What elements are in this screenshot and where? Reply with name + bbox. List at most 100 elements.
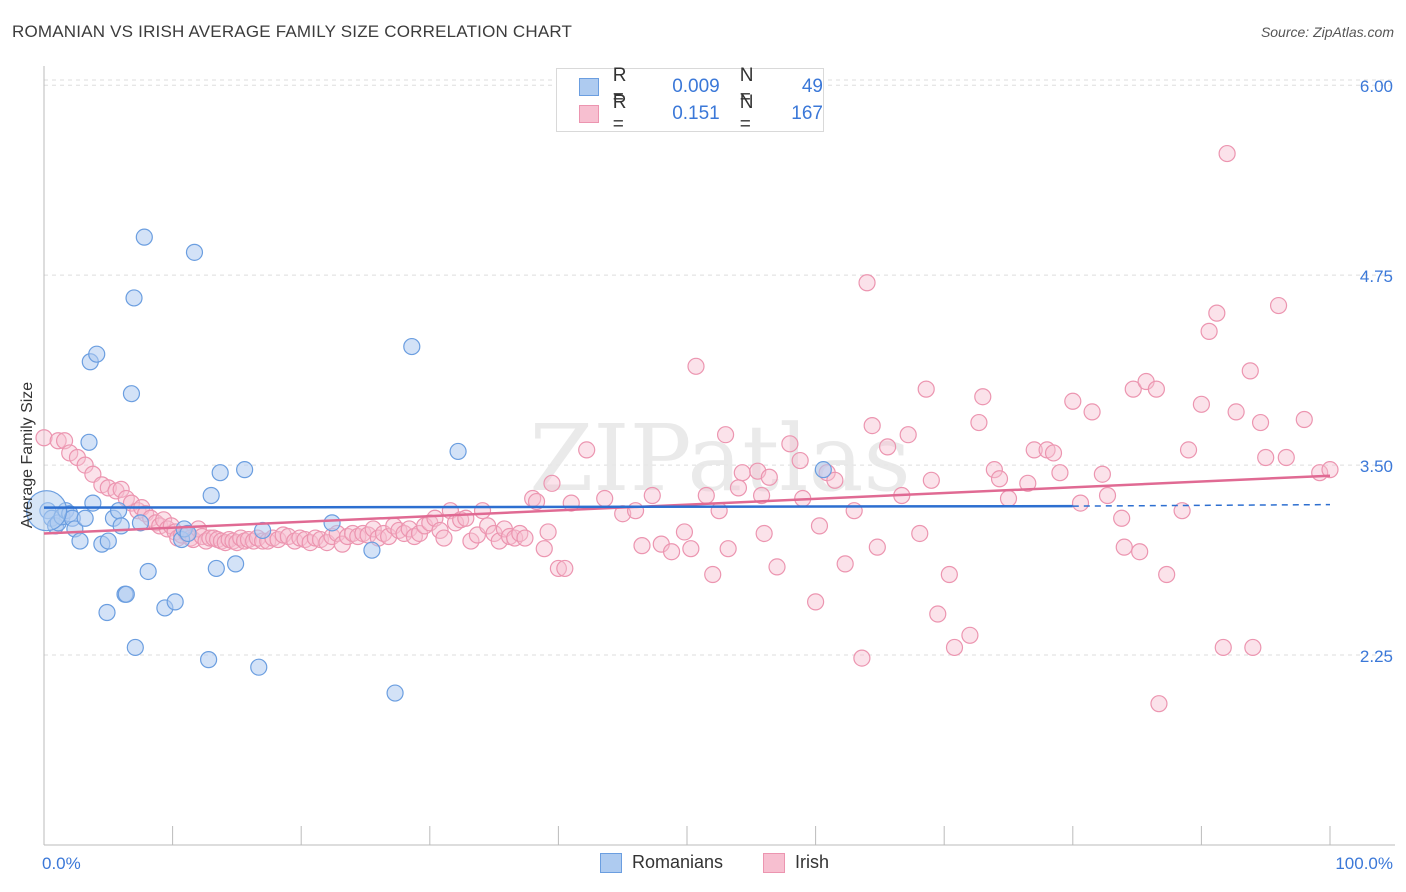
y-tick-label: 6.00	[1360, 77, 1393, 96]
irish-point	[990, 470, 1009, 488]
irish-point	[1044, 444, 1063, 462]
n-value: 167	[791, 103, 823, 124]
irish-point	[917, 380, 935, 398]
romanians-point	[236, 461, 254, 479]
romanians-point	[403, 337, 421, 356]
irish-point	[473, 502, 492, 520]
irish-point	[301, 533, 319, 552]
irish-point	[516, 529, 534, 547]
irish-point	[1124, 380, 1142, 398]
irish-point	[1131, 543, 1149, 561]
irish-point	[35, 429, 53, 447]
irish-point	[511, 524, 529, 543]
romanians-point	[166, 593, 184, 611]
romanians-point	[76, 509, 94, 527]
irish-point	[1227, 403, 1245, 421]
romanians-point	[117, 585, 135, 603]
irish-point	[752, 486, 771, 505]
irish-point	[535, 540, 553, 558]
irish-legend-swatch	[763, 852, 786, 873]
romanians-point	[25, 490, 68, 532]
romanians-trendline	[43, 504, 1073, 509]
irish-point	[729, 479, 748, 497]
irish-point	[1200, 322, 1218, 340]
n-label: N =	[739, 92, 754, 135]
irish-point	[1269, 296, 1288, 315]
romanians-point	[207, 559, 225, 578]
irish-point	[675, 523, 694, 541]
irish-point	[269, 530, 287, 549]
romanians-point	[71, 532, 89, 550]
irish-point	[836, 555, 854, 573]
irish-point	[1321, 461, 1339, 479]
irish-point	[1150, 695, 1168, 713]
irish-point	[1257, 448, 1275, 467]
irish-point	[1019, 474, 1037, 492]
r-value: 0.009	[672, 76, 720, 97]
romanians-point	[99, 532, 117, 550]
irish-point	[970, 413, 988, 432]
romanians-point	[386, 684, 404, 702]
irish-point	[868, 538, 886, 556]
romanians-point	[80, 433, 98, 451]
irish-point	[556, 559, 574, 578]
irish-point	[1098, 486, 1117, 505]
irish-point	[961, 626, 979, 644]
irish-point	[49, 432, 67, 450]
irish-point	[1208, 304, 1226, 322]
romanians-legend-swatch	[600, 852, 622, 873]
irish-point	[911, 524, 929, 543]
irish-point	[733, 464, 751, 482]
romanians-point	[135, 228, 153, 246]
irish-point	[1113, 509, 1131, 527]
romanians-swatch	[579, 78, 599, 96]
irish-swatch	[579, 105, 599, 123]
irish-point	[806, 593, 825, 611]
y-tick-label: 3.50	[1360, 457, 1393, 476]
irish-point	[1251, 413, 1270, 432]
irish-trendline	[43, 474, 1331, 535]
irish-point	[1158, 565, 1176, 584]
legend-row-romanians: R = 0.009 N = 49	[579, 65, 823, 108]
irish-point	[697, 486, 715, 505]
romanians-point	[323, 514, 341, 532]
watermark: ZIPatlas	[529, 405, 910, 512]
chart-title: ROMANIAN VS IRISH AVERAGE FAMILY SIZE CO…	[12, 22, 573, 41]
irish-point	[716, 426, 735, 444]
r-value: 0.151	[672, 103, 720, 124]
irish-point	[1241, 362, 1259, 380]
romanians-point	[449, 442, 467, 461]
source-label: Source: ZipAtlas.com	[1260, 24, 1394, 40]
irish-point	[858, 274, 876, 292]
irish-point	[845, 502, 863, 520]
irish-point	[1192, 395, 1211, 413]
legend-label-romanians: Romanians	[632, 852, 724, 872]
irish-point	[539, 523, 557, 541]
irish-point	[527, 492, 546, 511]
irish-point	[682, 540, 700, 558]
x-tick-label: 100.0%	[1335, 854, 1393, 873]
irish-point	[1025, 441, 1043, 459]
n-value: 49	[801, 76, 823, 97]
irish-point	[462, 532, 480, 550]
y-axis-label: Average Family Size	[19, 381, 36, 529]
legend-item-irish[interactable]: Irish	[763, 852, 829, 873]
irish-point	[405, 527, 423, 546]
irish-point	[922, 471, 940, 489]
irish-point	[781, 435, 799, 453]
stats-legend: R = 0.009 N = 49 R = 0.151 N = 167	[556, 65, 824, 135]
irish-point	[578, 441, 596, 459]
irish-point	[457, 509, 475, 527]
irish-point	[1147, 380, 1165, 398]
irish-point	[549, 559, 568, 578]
irish-point	[1093, 465, 1111, 483]
legend-label-irish: Irish	[795, 852, 830, 872]
irish-point	[755, 524, 773, 543]
legend-item-romanians[interactable]: Romanians	[600, 852, 723, 873]
irish-point	[810, 517, 829, 535]
irish-point	[1173, 502, 1191, 520]
romanians-point	[126, 638, 144, 657]
legend-row-irish: R = 0.151 N = 167	[579, 92, 823, 135]
irish-point	[626, 502, 645, 520]
romanians-point	[88, 345, 106, 363]
